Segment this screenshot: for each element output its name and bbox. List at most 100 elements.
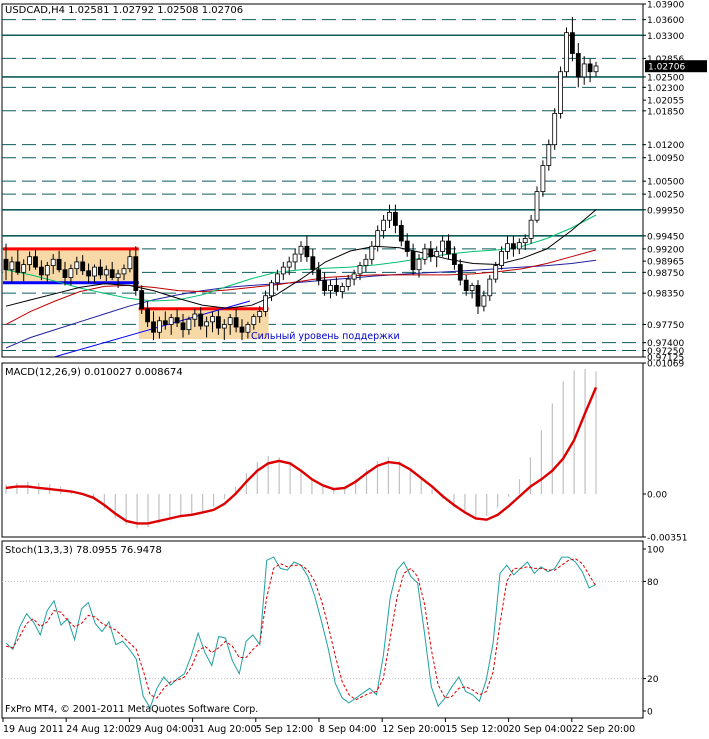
price-tick-label: 0.98350 <box>647 290 684 300</box>
ma-green-line <box>5 214 597 302</box>
candle-body <box>263 295 269 312</box>
candle-body <box>168 317 174 325</box>
candle-body <box>422 248 428 260</box>
candle-body <box>98 266 103 276</box>
macd-tick-label: -0.00351 <box>647 534 687 544</box>
price-tick-label: 0.97125 <box>647 354 684 364</box>
price-tick-label: 0.99450 <box>647 232 684 242</box>
price-panel-frame <box>1 3 644 358</box>
candle-body <box>286 261 292 268</box>
macd-signal-line <box>5 386 598 525</box>
candle-body <box>381 219 387 232</box>
candle-body <box>499 251 505 266</box>
candle-body <box>298 245 304 255</box>
candle-body <box>109 269 115 278</box>
price-tick-label: 1.03300 <box>647 32 684 42</box>
macd-tick-label: 0.01069 <box>647 360 684 370</box>
candle-body <box>15 261 21 273</box>
candle-body <box>552 113 558 146</box>
candle-body <box>469 284 475 291</box>
candle-body <box>221 324 227 329</box>
candle-body <box>180 322 186 331</box>
candle-body <box>74 261 80 270</box>
price-tick-label: 1.03900 <box>647 1 684 11</box>
candle-body <box>428 248 434 258</box>
macd-panel[interactable]: MACD(12,26,9) 0.010027 0.008674 0.01069 0.… <box>1 360 687 544</box>
price-tick-label: 1.00500 <box>647 178 684 188</box>
price-tick-label: 0.97400 <box>647 339 684 349</box>
candle-body <box>21 264 27 273</box>
macd-tick-label: 0.00 <box>647 490 667 500</box>
candle-body <box>505 243 510 252</box>
candle-body <box>328 284 333 291</box>
price-tick-label: 1.03600 <box>647 16 684 26</box>
price-tick-label: 1.01200 <box>647 141 684 151</box>
time-tick-label: 20 Sep 04:00 <box>509 724 572 735</box>
candle-body <box>351 273 357 280</box>
candle-body <box>174 317 180 324</box>
candle-body <box>239 326 245 333</box>
candle-body <box>475 284 481 307</box>
price-panel[interactable]: 1.03900 1.03600 1.03300 1.028561.027061.025… <box>1 1 707 364</box>
time-tick-label: 15 Sep 12:00 <box>445 724 508 735</box>
candle-body <box>587 63 593 73</box>
price-tick-label: 0.99200 <box>647 245 684 255</box>
candle-body <box>345 278 351 287</box>
candle-body <box>151 321 156 333</box>
time-tick-label: 19 Aug 2011 <box>3 724 64 735</box>
stoch-tick-label: 20 <box>647 675 659 685</box>
candle-body <box>481 295 487 307</box>
candle-body <box>9 261 15 271</box>
candle-body <box>227 317 233 325</box>
support-annotation: Сильный уровень поддержки <box>251 331 400 342</box>
stoch-tick-label: 100 <box>647 546 664 556</box>
candle-body <box>463 279 469 291</box>
candle-body <box>534 191 540 221</box>
candle-body <box>133 256 139 291</box>
candle-body <box>33 256 38 268</box>
candle-body <box>416 258 422 271</box>
candle-body <box>115 273 121 278</box>
price-tick-label: 1.01850 <box>647 107 684 117</box>
candle-body <box>192 313 198 320</box>
candle-body <box>62 269 68 278</box>
stoch-panel[interactable]: Stoch(13,3,3) 78.0955 76.9478 100 80 20 0 <box>1 540 664 719</box>
ma-black-line <box>5 209 597 309</box>
candle-body <box>257 311 263 318</box>
candle-body <box>145 308 151 323</box>
candle-body <box>522 238 528 244</box>
candle-body <box>410 251 416 271</box>
time-tick-label: 29 Aug 04:00 <box>129 724 193 735</box>
candle-body <box>593 65 599 73</box>
candle-body <box>451 253 457 265</box>
stoch-title: Stoch(13,3,3) 78.0955 76.9478 <box>5 545 162 556</box>
time-tick-label: 22 Sep 20:00 <box>572 724 635 735</box>
candle-body <box>210 316 215 323</box>
candle-body <box>333 284 339 293</box>
candle-body <box>56 258 62 271</box>
candle-body <box>68 268 74 278</box>
copyright-text: FxPro MT4, © 2001-2011 MetaQuotes Softwa… <box>5 704 258 715</box>
candle-body <box>575 53 581 78</box>
time-tick-label: 8 Sep 04:00 <box>319 724 376 735</box>
macd-panel-frame <box>1 362 644 538</box>
candle-body <box>245 324 251 333</box>
time-tick-label: 31 Aug 20:00 <box>193 724 257 735</box>
price-tick-label: 1.02500 <box>647 73 684 83</box>
time-tick-label: 5 Sep 12:00 <box>256 724 313 735</box>
candle-body <box>558 71 563 114</box>
candle-body <box>564 32 569 73</box>
candle-body <box>434 251 440 258</box>
stoch-tick-label: 80 <box>647 578 659 588</box>
macd-title: MACD(12,26,9) 0.010027 0.008674 <box>5 367 183 378</box>
candle-body <box>322 279 328 291</box>
candle-body <box>304 245 310 258</box>
price-tick-label: 1.00950 <box>647 154 684 164</box>
candle-body <box>204 321 210 327</box>
price-tick-label: 1.02856 <box>647 55 684 65</box>
candle-body <box>581 63 587 78</box>
candle-body <box>404 240 410 252</box>
candle-body <box>103 269 109 276</box>
